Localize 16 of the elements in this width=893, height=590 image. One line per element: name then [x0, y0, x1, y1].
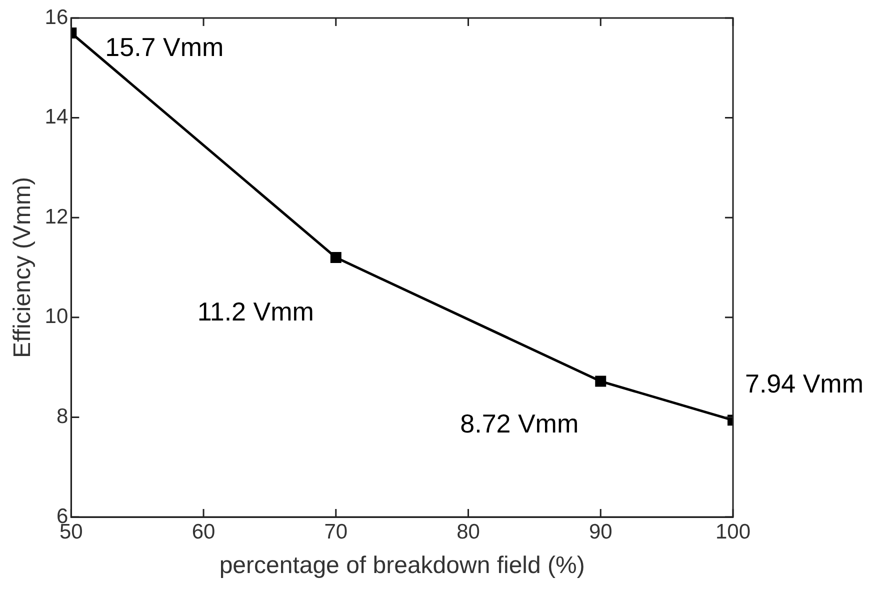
- x-tick-label: 70: [324, 520, 348, 544]
- x-tick-label: 90: [588, 520, 612, 544]
- y-tick-label: 16: [44, 6, 68, 29]
- data-label: 15.7 Vmm: [105, 32, 224, 62]
- x-tick-label: 100: [715, 520, 751, 544]
- x-axis-title: percentage of breakdown field (%): [219, 552, 585, 580]
- y-tick-label: 12: [44, 205, 68, 228]
- y-tick-label: 8: [56, 404, 68, 428]
- data-label: 11.2 Vmm: [197, 296, 314, 327]
- y-axis-title: Efficiency (Vmm): [9, 177, 36, 358]
- x-tick-label: 60: [192, 520, 216, 544]
- data-label: 8.72 Vmm: [460, 408, 579, 438]
- x-tick-label: 80: [456, 520, 480, 544]
- y-tick-label: 10: [44, 305, 68, 328]
- data-label: 7.94 Vmm: [745, 368, 864, 398]
- y-tick-label: 14: [44, 106, 68, 129]
